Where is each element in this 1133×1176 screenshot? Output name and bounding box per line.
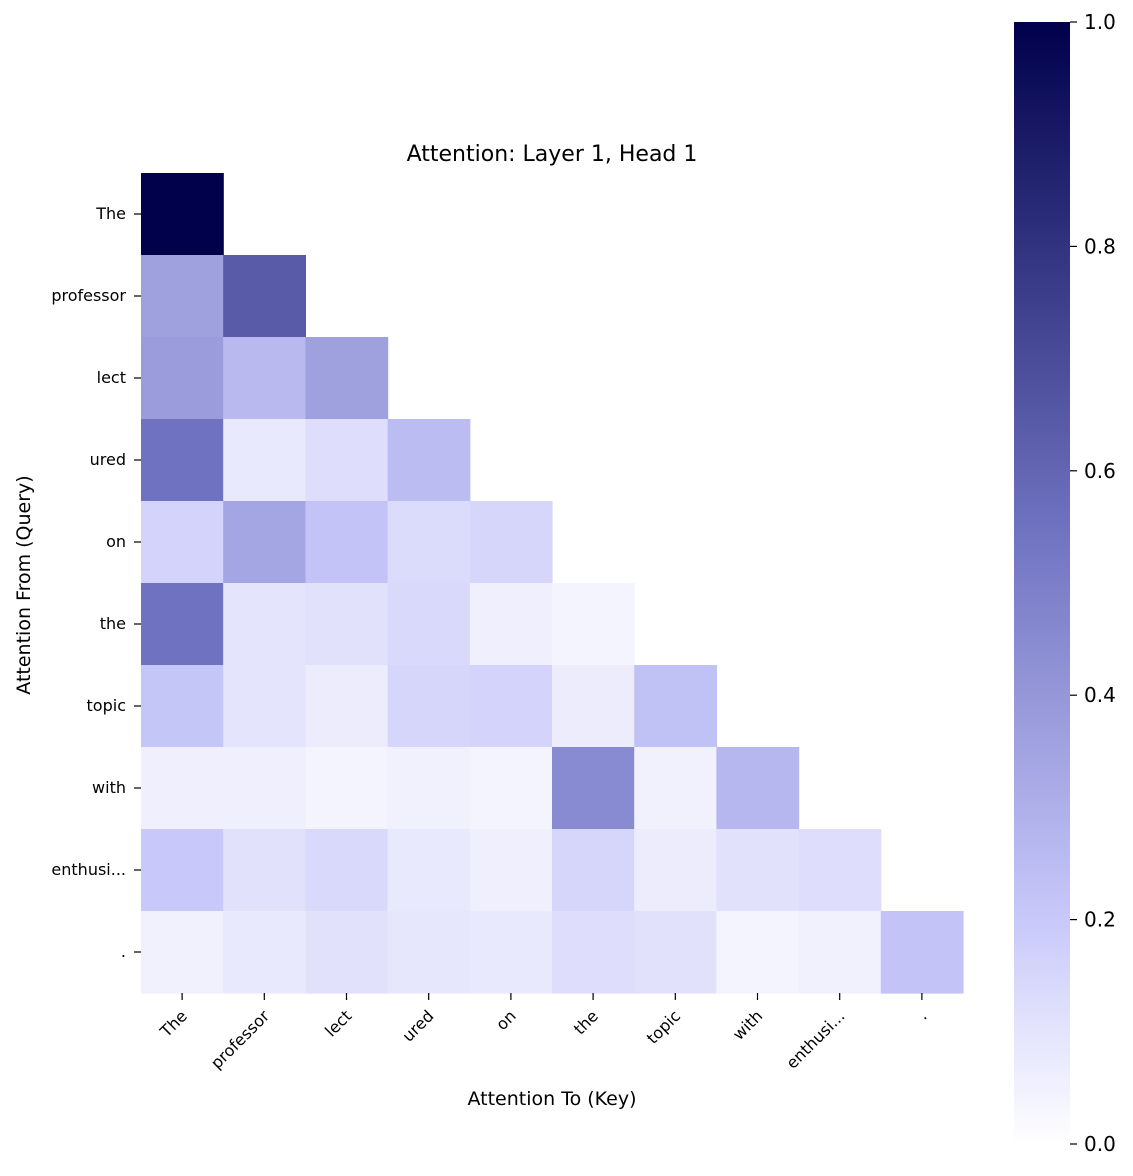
colorbar-tick-label: 0.4 bbox=[1084, 683, 1116, 707]
colorbar-tick-label: 0.6 bbox=[1084, 459, 1116, 483]
chart-title: Attention: Layer 1, Head 1 bbox=[407, 142, 698, 167]
x-tick-label: topic bbox=[643, 1006, 684, 1047]
heatmap-cell bbox=[552, 665, 635, 748]
heatmap-cell bbox=[634, 911, 717, 994]
colorbar-tick-label: 0.0 bbox=[1084, 1132, 1116, 1156]
heatmap-cell bbox=[469, 501, 553, 584]
colorbar bbox=[1014, 22, 1070, 1144]
heatmap-cell bbox=[387, 665, 471, 748]
heatmap-cell bbox=[552, 911, 635, 994]
y-axis-label: Attention From (Query) bbox=[13, 475, 35, 694]
heatmap-cell bbox=[305, 829, 389, 912]
y-tick-label: lect bbox=[97, 368, 126, 387]
heatmap-cell bbox=[141, 501, 224, 584]
heatmap-cell bbox=[141, 583, 224, 666]
heatmap-cell bbox=[223, 911, 306, 994]
y-tick-label: professor bbox=[51, 286, 126, 305]
heatmap-cell bbox=[798, 911, 882, 994]
heatmap-cell bbox=[716, 911, 800, 994]
x-tick-label: ured bbox=[398, 1006, 437, 1045]
heatmap-cell bbox=[469, 583, 553, 666]
heatmap-cell bbox=[141, 255, 224, 338]
y-tick-label: on bbox=[106, 532, 126, 551]
x-tick-label: the bbox=[570, 1006, 602, 1038]
heatmap-cell bbox=[141, 665, 224, 748]
heatmap-cell bbox=[305, 747, 389, 830]
y-tick-label: topic bbox=[87, 696, 126, 715]
heatmap-cell bbox=[552, 583, 635, 666]
colorbar-tick-label: 0.2 bbox=[1084, 908, 1116, 932]
y-tick-label: enthusi... bbox=[51, 860, 126, 879]
heatmap-cell bbox=[141, 419, 224, 502]
heatmap-cell bbox=[141, 911, 224, 994]
heatmap-cells bbox=[141, 173, 964, 994]
heatmap-cell bbox=[387, 419, 471, 502]
colorbar-axis: 0.0 0.2 0.4 0.6 0.8 1.0 bbox=[1070, 10, 1116, 1156]
heatmap-cell bbox=[223, 829, 306, 912]
x-tick-label: . bbox=[914, 1006, 931, 1023]
heatmap-cell bbox=[469, 911, 553, 994]
heatmap-cell bbox=[305, 911, 389, 994]
heatmap-cell bbox=[305, 419, 389, 502]
heatmap-cell bbox=[305, 583, 389, 666]
heatmap-cell bbox=[552, 747, 635, 830]
y-tick-label: The bbox=[95, 204, 126, 223]
heatmap-cell bbox=[223, 337, 306, 420]
x-tick-label: on bbox=[492, 1006, 520, 1034]
y-tick-label: . bbox=[121, 942, 126, 961]
heatmap-cell bbox=[387, 747, 471, 830]
x-axis: The professor lect ured on the topic with enthus… bbox=[156, 993, 931, 1073]
heatmap-cell bbox=[716, 747, 800, 830]
heatmap-cell bbox=[387, 583, 471, 666]
heatmap-cell bbox=[223, 255, 306, 338]
heatmap-cell bbox=[798, 829, 882, 912]
heatmap-cell bbox=[141, 747, 224, 830]
heatmap-cell bbox=[387, 911, 471, 994]
heatmap-cell bbox=[469, 665, 553, 748]
heatmap-cell bbox=[223, 665, 306, 748]
heatmap-cell bbox=[716, 829, 800, 912]
heatmap-cell bbox=[305, 665, 389, 748]
heatmap-cell bbox=[469, 829, 553, 912]
heatmap-cell bbox=[387, 829, 471, 912]
x-tick-label: lect bbox=[321, 1006, 355, 1040]
heatmap-cell bbox=[880, 911, 964, 994]
colorbar-tick-label: 0.8 bbox=[1084, 234, 1116, 258]
heatmap-cell bbox=[552, 829, 635, 912]
heatmap-cell bbox=[469, 747, 553, 830]
x-tick-label: with bbox=[729, 1006, 766, 1043]
heatmap-cell bbox=[223, 747, 306, 830]
y-tick-label: with bbox=[92, 778, 126, 797]
heatmap-cell bbox=[305, 501, 389, 584]
x-axis-label: Attention To (Key) bbox=[467, 1088, 636, 1110]
x-tick-label: The bbox=[156, 1006, 191, 1041]
heatmap-cell bbox=[141, 337, 224, 420]
heatmap-cell bbox=[141, 173, 224, 256]
heatmap-cell bbox=[634, 829, 717, 912]
heatmap-cell bbox=[223, 419, 306, 502]
heatmap-cell bbox=[305, 337, 389, 420]
y-axis: The professor lect ured on the topic with enthus… bbox=[51, 204, 141, 961]
heatmap-cell bbox=[223, 501, 306, 584]
colorbar-tick-label: 1.0 bbox=[1084, 10, 1116, 34]
heatmap-cell bbox=[634, 747, 717, 830]
y-tick-label: the bbox=[100, 614, 126, 633]
heatmap-cell bbox=[141, 829, 224, 912]
x-tick-label: enthusi... bbox=[782, 1006, 848, 1072]
y-tick-label: ured bbox=[90, 450, 126, 469]
heatmap-cell bbox=[387, 501, 471, 584]
x-tick-label: professor bbox=[207, 1006, 274, 1073]
heatmap-cell bbox=[634, 665, 717, 748]
heatmap-cell bbox=[223, 583, 306, 666]
